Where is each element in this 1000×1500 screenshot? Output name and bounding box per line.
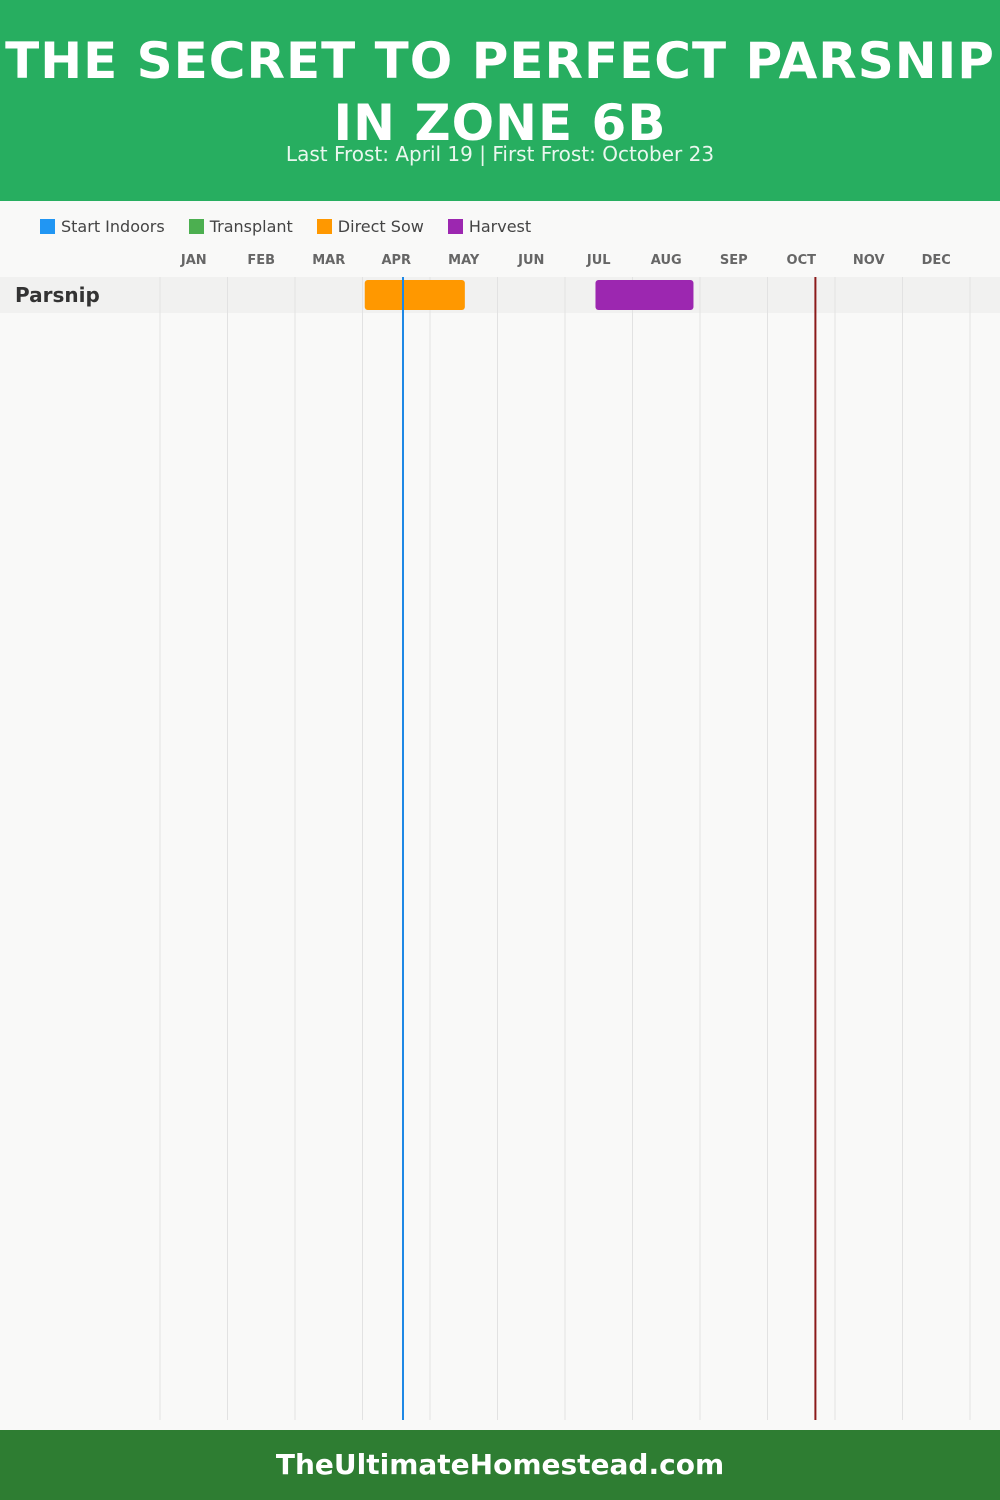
legend-swatch-transplant [188,218,204,234]
bar-direct-sow [364,280,465,310]
month-label-dec: DEC [922,253,951,268]
month-label-may: MAY [448,253,480,268]
page-title: THE SECRET TO PERFECT PARSNIP IN ZONE 6B [5,32,995,152]
legend-item-start-indoors: Start Indoors [40,217,165,236]
legend-label: Start Indoors [61,216,165,236]
header-banner: THE SECRET TO PERFECT PARSNIP IN ZONE 6B… [0,0,1000,201]
frost-dates-subtitle: Last Frost: April 19 | First Frost: Octo… [285,142,715,166]
month-label-jan: JAN [180,253,207,268]
footer-site-name: TheUltimateHomestead.com [275,1448,725,1481]
footer-banner: TheUltimateHomestead.com [0,1430,1000,1500]
month-label-aug: AUG [651,253,682,268]
month-label-oct: OCT [787,253,817,268]
month-label-feb: FEB [247,253,275,268]
legend-item-direct-sow: Direct Sow [316,216,424,236]
month-label-mar: MAR [312,253,345,268]
month-label-apr: APR [381,253,411,268]
month-label-sep: SEP [720,253,748,268]
legend: Start Indoors Transplant Direct Sow Harv… [40,214,555,238]
legend-swatch-start-indoors [40,218,55,234]
planting-calendar-chart: JAN FEB MAR APR MAY JUN JUL AUG SEP OCT NOV DEC Pars… [0,253,1000,1420]
bar-harvest [595,280,694,310]
row-label-parsnip: Parsnip [15,283,100,307]
legend-label: Harvest [468,216,532,236]
legend-label: Transplant [209,216,293,236]
legend-item-transplant: Transplant [188,216,293,236]
month-label-jun: JUN [517,253,544,268]
month-label-jul: JUL [586,253,611,268]
legend-swatch-direct-sow [316,218,332,234]
row-band [0,277,1000,313]
month-label-nov: NOV [853,253,885,268]
legend-item-harvest: Harvest [447,216,532,236]
legend-label: Direct Sow [337,216,424,236]
legend-swatch-harvest [447,218,463,234]
